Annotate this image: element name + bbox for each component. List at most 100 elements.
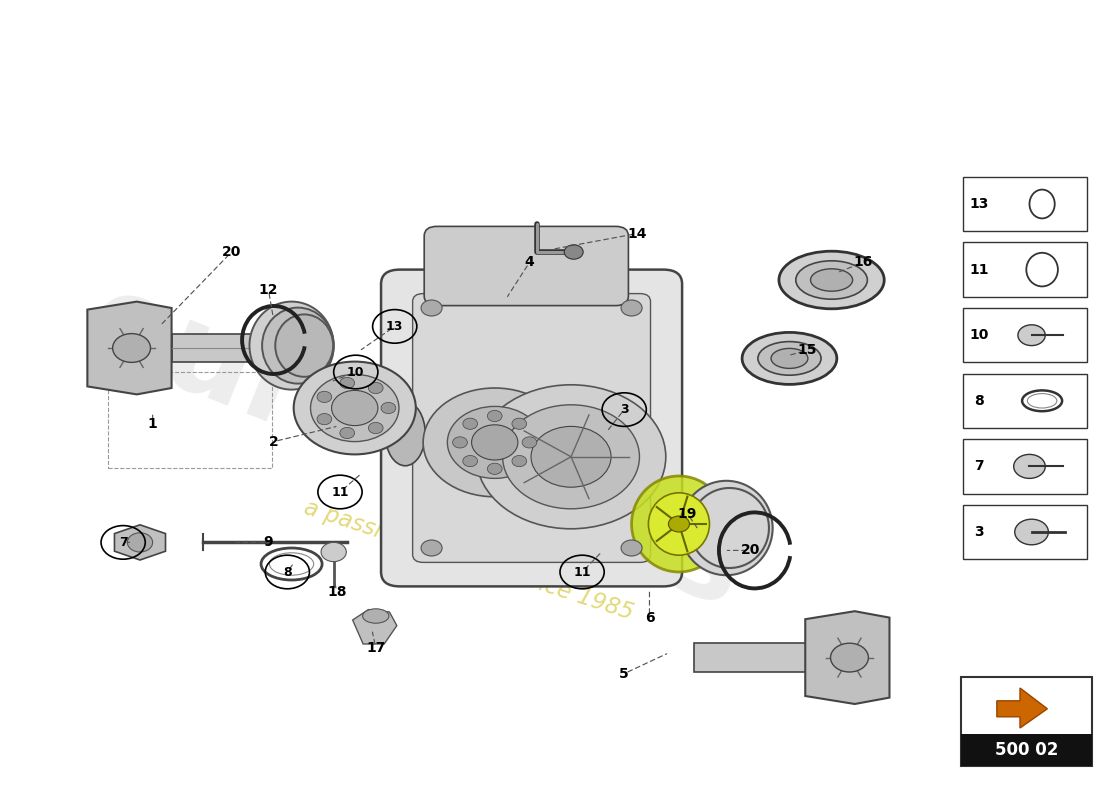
Polygon shape <box>997 688 1047 728</box>
Circle shape <box>487 410 502 422</box>
Circle shape <box>321 542 346 562</box>
Ellipse shape <box>385 402 426 466</box>
Ellipse shape <box>758 342 821 375</box>
Circle shape <box>421 300 442 316</box>
Ellipse shape <box>795 261 868 299</box>
Ellipse shape <box>275 314 333 377</box>
Ellipse shape <box>363 609 389 623</box>
Circle shape <box>317 414 332 425</box>
Text: 2: 2 <box>268 434 278 449</box>
Circle shape <box>564 245 583 259</box>
Polygon shape <box>87 302 172 394</box>
Circle shape <box>512 418 527 430</box>
Text: a passion for parts since 1985: a passion for parts since 1985 <box>300 496 636 624</box>
Text: 3: 3 <box>975 525 983 539</box>
Circle shape <box>310 374 399 442</box>
Circle shape <box>340 378 354 389</box>
Circle shape <box>452 437 468 448</box>
Circle shape <box>112 334 151 362</box>
Circle shape <box>621 300 642 316</box>
Ellipse shape <box>811 269 852 291</box>
Circle shape <box>340 427 354 438</box>
Bar <box>172 334 289 362</box>
Circle shape <box>476 385 666 529</box>
Bar <box>964 242 1088 297</box>
Text: 4: 4 <box>525 255 535 270</box>
FancyBboxPatch shape <box>425 226 628 306</box>
Bar <box>694 643 810 672</box>
Ellipse shape <box>771 349 807 368</box>
Bar <box>961 734 1091 766</box>
Text: 1: 1 <box>147 417 157 431</box>
Circle shape <box>669 516 690 532</box>
Text: 13: 13 <box>969 197 989 211</box>
Circle shape <box>1014 519 1048 545</box>
Text: 18: 18 <box>327 585 346 599</box>
Text: 11: 11 <box>969 262 989 277</box>
Bar <box>964 439 1088 494</box>
Circle shape <box>503 405 639 509</box>
Text: 8: 8 <box>975 394 983 408</box>
Polygon shape <box>353 610 397 644</box>
FancyBboxPatch shape <box>412 294 650 562</box>
Ellipse shape <box>690 488 769 568</box>
Text: 20: 20 <box>222 245 241 259</box>
Polygon shape <box>114 525 165 560</box>
Text: 8: 8 <box>283 566 292 578</box>
Ellipse shape <box>742 333 837 384</box>
Circle shape <box>448 406 542 478</box>
Ellipse shape <box>779 251 884 309</box>
Circle shape <box>421 540 442 556</box>
Circle shape <box>1014 454 1045 478</box>
Text: 12: 12 <box>258 282 278 297</box>
Circle shape <box>368 382 383 394</box>
Bar <box>964 505 1088 559</box>
Ellipse shape <box>680 481 772 575</box>
Circle shape <box>463 455 477 466</box>
Circle shape <box>472 425 518 460</box>
Circle shape <box>317 391 332 402</box>
Text: 9: 9 <box>264 535 273 550</box>
Text: 10: 10 <box>969 328 989 342</box>
Text: 17: 17 <box>366 641 385 655</box>
Text: 11: 11 <box>573 566 591 578</box>
Circle shape <box>522 437 537 448</box>
Circle shape <box>487 463 502 474</box>
Ellipse shape <box>631 476 726 572</box>
Circle shape <box>512 455 527 466</box>
Ellipse shape <box>250 302 333 390</box>
Text: 7: 7 <box>119 536 128 549</box>
Bar <box>964 308 1088 362</box>
Circle shape <box>463 418 477 430</box>
Circle shape <box>424 388 566 497</box>
Text: eurobetes: eurobetes <box>70 263 761 633</box>
Circle shape <box>331 390 378 426</box>
Text: 6: 6 <box>645 610 654 625</box>
Text: 10: 10 <box>346 366 364 378</box>
Circle shape <box>621 540 642 556</box>
FancyBboxPatch shape <box>381 270 682 586</box>
Bar <box>961 677 1091 766</box>
Circle shape <box>531 426 610 487</box>
Circle shape <box>128 533 153 552</box>
Text: 15: 15 <box>798 343 817 358</box>
Ellipse shape <box>648 493 710 555</box>
Bar <box>109 372 272 468</box>
Bar <box>964 374 1088 428</box>
Text: 13: 13 <box>386 320 404 333</box>
Text: 19: 19 <box>678 506 697 521</box>
Text: 16: 16 <box>854 255 872 270</box>
Circle shape <box>1018 325 1045 346</box>
Circle shape <box>830 643 868 672</box>
Text: 3: 3 <box>620 403 628 416</box>
Text: 20: 20 <box>740 543 760 558</box>
Text: 14: 14 <box>627 226 647 241</box>
Circle shape <box>381 402 396 414</box>
Circle shape <box>294 362 416 454</box>
Text: 5: 5 <box>619 666 629 681</box>
Ellipse shape <box>262 308 333 384</box>
Polygon shape <box>805 611 890 704</box>
Text: 11: 11 <box>331 486 349 498</box>
Bar <box>964 177 1088 231</box>
Text: 7: 7 <box>975 459 983 474</box>
